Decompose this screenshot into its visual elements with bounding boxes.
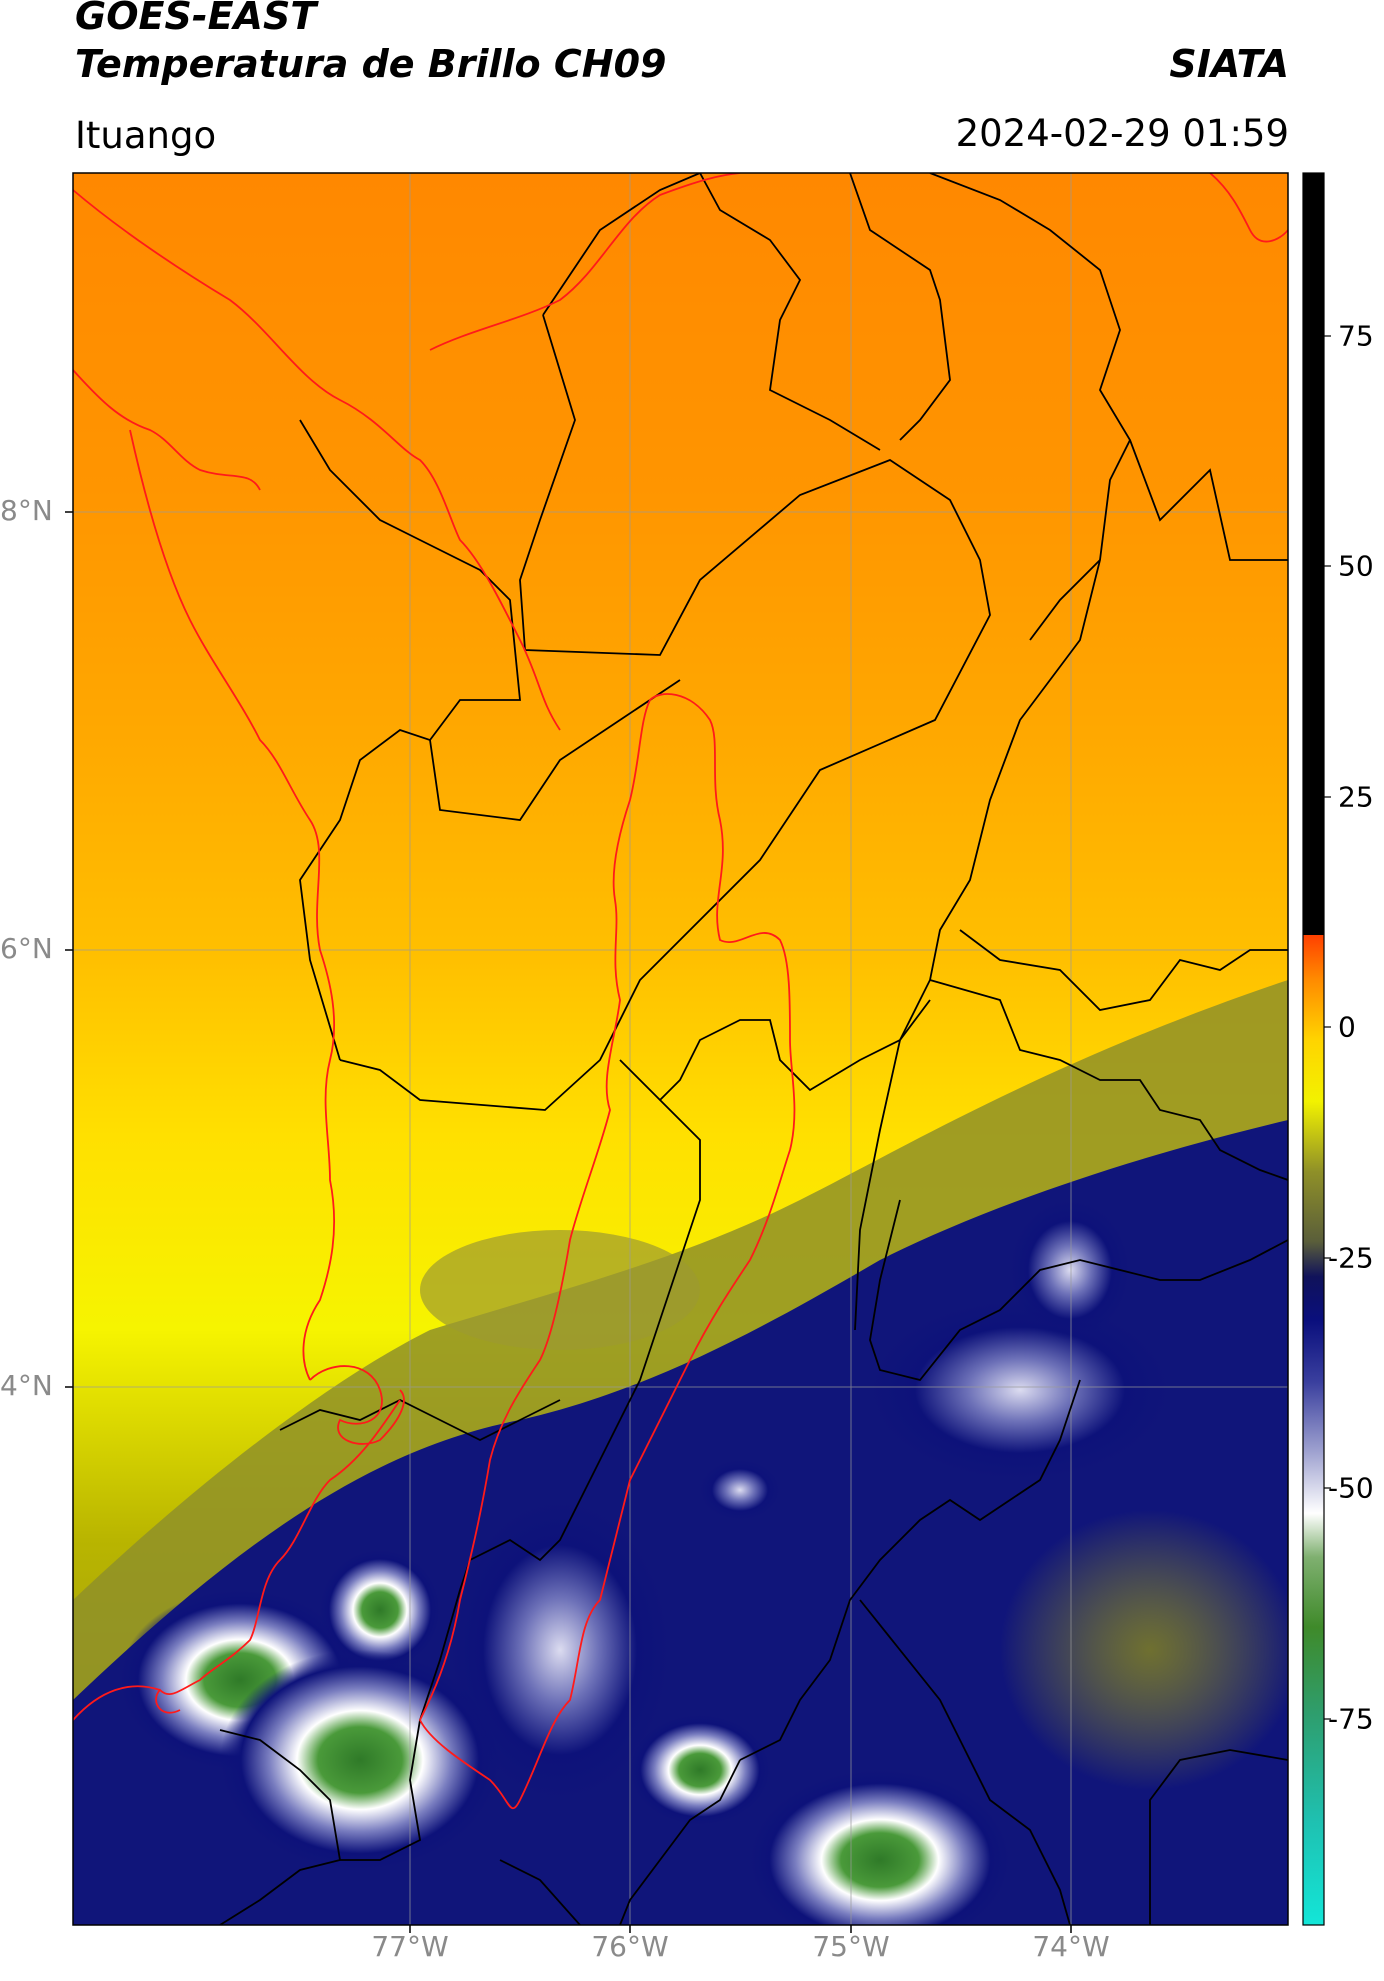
colorbar [1303, 173, 1324, 1925]
colorbar-tick-label: 0 [1338, 1010, 1356, 1044]
lon-label: 76°W [591, 1930, 669, 1963]
colorbar-ticks [1324, 335, 1331, 1720]
colorbar-tick-label: 50 [1338, 549, 1374, 583]
colorbar-tick-label: 75 [1338, 319, 1374, 353]
colorbar-tick-label: -50 [1328, 1471, 1374, 1505]
lon-label: 74°W [1032, 1930, 1110, 1963]
department-boundaries [219, 173, 1288, 1925]
organization-label: SIATA [1169, 42, 1289, 86]
map-frame [72, 172, 1289, 1926]
colorbar-tick-label: -75 [1328, 1702, 1374, 1736]
product-title: Temperatura de Brillo CH09 [75, 42, 667, 86]
location-label: Ituango [75, 114, 217, 157]
colorbar-tick-label: 25 [1338, 780, 1374, 814]
timestamp-label: 2024-02-29 01:59 [955, 112, 1289, 155]
satellite-title: GOES-EAST [75, 0, 317, 38]
lat-label: 4°N [0, 1369, 53, 1402]
graticule [73, 173, 1288, 1925]
lon-label: 75°W [812, 1930, 890, 1963]
lon-label: 77°W [371, 1930, 449, 1963]
colorbar-tick-label: -25 [1328, 1241, 1374, 1275]
lat-label: 8°N [0, 494, 53, 527]
coastline-and-basin [73, 173, 1288, 1810]
axis-ticks [65, 511, 1072, 1933]
map-field [73, 173, 1288, 1925]
lat-label: 6°N [0, 932, 53, 965]
